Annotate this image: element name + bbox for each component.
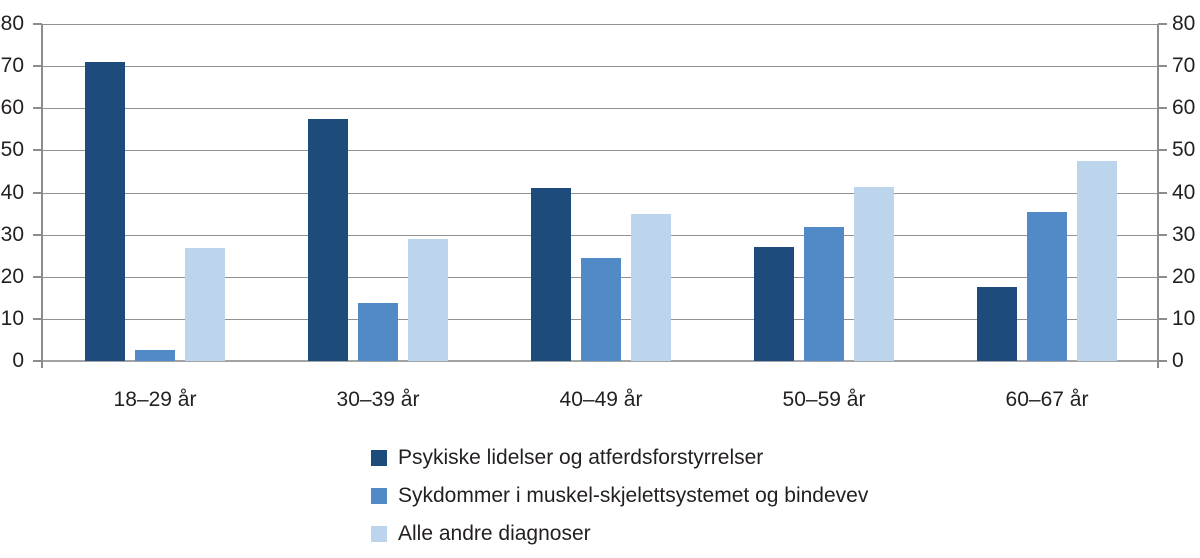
y-axis-line-left [41,24,43,368]
y-axis-label-left: 70 [0,54,24,78]
y-axis-tick-left [33,107,42,110]
y-axis-label-left: 40 [0,180,24,204]
y-axis-tick-left [33,23,42,25]
y-axis-label-left: 60 [0,96,24,120]
bar-series3-group3 [631,214,671,361]
y-axis-label-right: 40 [1172,180,1196,204]
bar-series2-group4 [804,227,844,361]
x-axis-baseline [42,360,1158,362]
y-axis-label-right: 10 [1172,306,1196,330]
legend-item: Psykiske lidelser og atferdsforstyrrelse… [371,444,868,472]
y-axis-tick-right [1158,149,1167,152]
legend-swatch-medium-blue [371,488,387,504]
y-axis-tick-left [33,65,42,68]
legend-swatch-dark-blue [371,450,387,466]
bar-series2-group1 [135,350,175,361]
bar-series3-group1 [185,248,225,361]
y-axis-label-right: 60 [1172,96,1196,120]
bar-series1-group2 [308,119,348,361]
y-axis-tick-right [1158,191,1167,194]
y-axis-label-left: 10 [0,306,24,330]
y-axis-tick-right [1158,275,1167,278]
y-axis-tick-right [1158,107,1167,110]
y-axis-tick-left [33,317,42,320]
legend-swatch-light-blue [371,526,387,542]
legend-label: Alle andre diagnoser [398,522,591,545]
gridline [42,234,1158,236]
plot-area [42,24,1158,362]
y-axis-label-left: 30 [0,222,24,246]
gridline [42,150,1158,152]
bar-series1-group4 [754,247,794,361]
x-axis-label: 50–59 år [782,388,866,411]
y-axis-tick-left [33,360,42,362]
y-axis-label-left: 50 [0,138,24,162]
y-axis-label-right: 50 [1172,138,1196,162]
bar-series2-group3 [581,258,621,361]
gridline [42,192,1158,194]
y-axis-tick-left [33,275,42,278]
y-axis-tick-right [1158,233,1167,236]
gridline [42,66,1158,68]
y-axis-label-left: 20 [0,264,24,288]
legend: Psykiske lidelser og atferdsforstyrrelse… [371,444,868,558]
y-axis-tick-left [33,149,42,152]
x-axis-label: 18–29 år [113,388,197,411]
legend-label: Psykiske lidelser og atferdsforstyrrelse… [398,446,764,469]
legend-item: Alle andre diagnoser [371,520,868,548]
bar-series2-group5 [1027,212,1067,361]
y-axis-tick-left [33,233,42,236]
gridline [42,108,1158,110]
y-axis-label-right: 70 [1172,54,1196,78]
y-axis-label-right: 30 [1172,222,1196,246]
bar-series2-group2 [358,303,398,361]
y-axis-label-right: 0 [1172,349,1184,372]
y-axis-label-right: 80 [1172,12,1196,35]
y-axis-tick-right [1158,317,1167,320]
bar-series1-group1 [85,62,125,361]
legend-item: Sykdommer i muskel-skjelettsystemet og b… [371,482,868,510]
y-axis-tick-right [1158,23,1167,25]
y-axis-tick-right [1158,360,1167,362]
bar-series1-group3 [531,188,571,361]
x-axis-label: 40–49 år [559,388,643,411]
bar-series1-group5 [977,287,1017,361]
x-axis-label: 60–67 år [1005,388,1089,411]
bar-series3-group2 [408,239,448,361]
bar-series3-group4 [854,187,894,361]
y-axis-label-left: 0 [12,349,24,372]
y-axis-tick-right [1158,65,1167,68]
y-axis-label-right: 20 [1172,264,1196,288]
legend-label: Sykdommer i muskel-skjelettsystemet og b… [398,484,869,507]
y-axis-tick-left [33,191,42,194]
gridline [42,24,1158,25]
y-axis-label-left: 80 [0,12,24,35]
x-axis-label: 30–39 år [336,388,420,411]
bar-series3-group5 [1077,161,1117,361]
y-axis-line-right [1157,24,1159,368]
